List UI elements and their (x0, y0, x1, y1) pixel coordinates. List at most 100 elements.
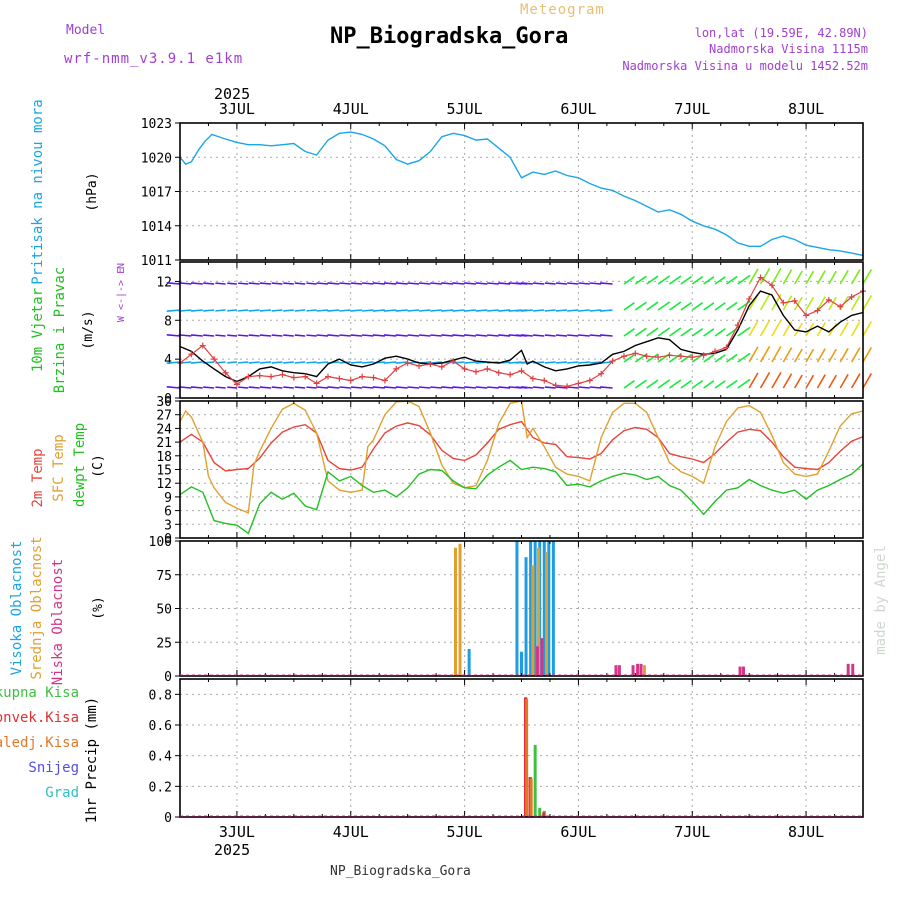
temp-unit-label: (C) (91, 454, 106, 477)
wind-arrow (794, 348, 803, 363)
wind-arrow (166, 282, 181, 285)
wind-arrow (816, 296, 826, 311)
wind-arrow (215, 309, 226, 312)
wind-arrow (227, 386, 237, 389)
wind-gust-marker (803, 312, 810, 319)
wind-arrow (383, 386, 397, 389)
bottom-date-label: 6JUL (560, 823, 596, 841)
wind-ytick-label: 0 (164, 392, 172, 407)
wind-arrow (680, 327, 692, 337)
wind-arrow (691, 276, 704, 285)
wind-arrow (271, 386, 283, 389)
cloud-bar-high_cloud (542, 541, 546, 676)
wind-gust-marker (507, 371, 514, 378)
wind-arrow (166, 386, 181, 389)
wind-gust-marker (484, 365, 491, 372)
cloud-bar-high_cloud (551, 541, 555, 676)
precip-bar-precip_conv (542, 812, 546, 817)
wind-arrow (567, 282, 579, 285)
bottom-date-label: 3JUL (219, 823, 255, 841)
wind-arrow (306, 282, 317, 285)
wind-gust-marker (689, 354, 696, 361)
wind-arrow (680, 275, 692, 285)
model-name: wrf-nmm_v3.9.1 e1km (64, 51, 243, 67)
wind-arrow (441, 334, 454, 337)
wind-arrow (578, 282, 590, 285)
wind-arrow (771, 320, 782, 337)
wind-arrow (316, 386, 329, 389)
wind-arrow (464, 334, 477, 337)
wind-arrow (600, 282, 613, 285)
cloud-bar-high_cloud (520, 651, 523, 676)
cloud-bar-mid_cloud (537, 547, 541, 676)
wind-gust-marker (564, 383, 571, 390)
wind-gust-marker (609, 358, 616, 365)
wind-gust-marker (359, 373, 366, 380)
cloud-label-high: Visoka Oblacnost (9, 541, 25, 676)
wind-panel-label-2: Brzina i Pravac (52, 267, 68, 393)
wind-arrow (215, 386, 226, 389)
wind-arrow (816, 348, 826, 363)
wind-gust-marker (268, 373, 275, 380)
wind-arrow (452, 334, 465, 337)
wind-gust-marker (598, 370, 605, 377)
wind-arrow (407, 386, 420, 389)
wind-arrow (475, 386, 488, 389)
wind-arrow (589, 309, 602, 312)
wind-arrow (271, 309, 283, 312)
wind-arrow (430, 361, 442, 364)
wind-arrow (430, 282, 442, 285)
wind-gust-marker (222, 369, 229, 376)
temperature-ytick-label: 15 (156, 464, 172, 479)
wind-arrow (805, 296, 815, 311)
wind-arrow (294, 334, 306, 337)
wind-arrow (634, 275, 647, 285)
pressure-series-pressure (179, 131, 864, 257)
wind-arrow (306, 386, 317, 389)
wind-arrow (657, 327, 671, 337)
wind-arrow (657, 275, 671, 285)
wind-arrow (464, 309, 477, 312)
wind-arrow (544, 282, 556, 285)
wind-gust-marker (404, 360, 411, 367)
wind-panel-label-1: 10m Vjetar (30, 288, 46, 372)
wind-arrow (306, 309, 317, 312)
wind-arrow (714, 380, 726, 389)
wind-arrow (703, 302, 715, 311)
wind-arrow (600, 386, 613, 389)
wind-arrow (487, 282, 499, 285)
wind-arrow (623, 328, 635, 337)
wind-arrow (805, 348, 815, 363)
wind-arrow (361, 309, 374, 312)
wind-arrow (166, 309, 181, 312)
cloud-bar-mid_cloud (531, 565, 535, 676)
wind-arrow (248, 386, 260, 389)
cloud-bar-low_cloud (535, 646, 539, 676)
wind-arrow (816, 322, 826, 337)
cloud-bar-mid_cloud (545, 551, 549, 676)
wind-arrow (862, 321, 873, 337)
wind-arrow (361, 334, 374, 337)
wind-gust-marker (336, 375, 343, 382)
wind-arrow (794, 270, 803, 285)
cloud-ytick-label: 25 (156, 636, 172, 651)
precip-ytick-label: 0.2 (149, 780, 172, 795)
wind-arrow (418, 334, 431, 337)
wind-arrow (634, 379, 647, 389)
wind-arrow (372, 309, 385, 312)
wind-arrow (556, 282, 568, 285)
wind-arrow (418, 282, 431, 285)
wind-arrow (748, 268, 759, 285)
cloud-bar-low_cloud (540, 638, 544, 676)
cloud-bar-low_cloud (631, 665, 635, 676)
wind-arrow (544, 386, 556, 389)
wind-arrow (680, 379, 692, 389)
wind-arrow (316, 361, 329, 364)
wind-arrow (533, 282, 545, 285)
pressure-panel: 1011 1014 1017 1020 1023 (141, 117, 864, 269)
wind-gust-marker (757, 274, 764, 281)
cloud-bar-high_cloud (547, 541, 551, 676)
wind-arrow (578, 309, 590, 312)
product-title: Meteogram (520, 2, 605, 18)
precip-ytick-label: 0 (164, 811, 172, 826)
